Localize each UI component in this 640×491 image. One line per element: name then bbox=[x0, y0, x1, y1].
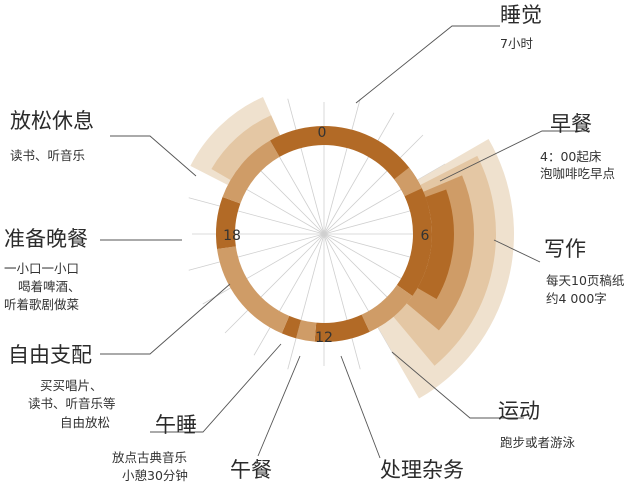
activity-title-free: 自由支配 bbox=[8, 343, 92, 367]
arc-relax-light bbox=[211, 115, 281, 180]
leader-breakfast bbox=[439, 130, 590, 182]
activity-desc-free-3: 自由放松 bbox=[60, 415, 110, 430]
spoke bbox=[202, 233, 325, 305]
arc-exercise bbox=[361, 285, 413, 332]
arc-chores bbox=[314, 314, 370, 342]
activity-desc-exercise: 跑步或者游泳 bbox=[500, 435, 576, 450]
hour-label-12: 12 bbox=[315, 330, 333, 346]
arc-writing bbox=[396, 188, 433, 296]
arc-dinner bbox=[216, 197, 241, 250]
activity-title-dinner: 准备晚餐 bbox=[4, 227, 88, 251]
activity-desc-nap-2: 小憩30分钟 bbox=[122, 468, 188, 483]
activity-desc-free-1: 买买唱片、 bbox=[40, 378, 103, 393]
spoke bbox=[287, 233, 325, 370]
leader-nap bbox=[150, 343, 282, 433]
activity-arcs bbox=[190, 96, 514, 399]
leader-exercise bbox=[391, 351, 524, 419]
activity-desc-breakfast-1: 4：00起床 bbox=[540, 149, 602, 164]
leader-chores bbox=[340, 355, 381, 459]
activity-title-chores: 处理杂务 bbox=[380, 458, 464, 482]
activity-title-exercise: 运动 bbox=[498, 399, 540, 423]
spoke bbox=[224, 233, 325, 334]
spoke bbox=[323, 233, 361, 370]
spoke bbox=[188, 233, 325, 271]
arc-nap bbox=[281, 315, 301, 339]
activity-title-nap: 午睡 bbox=[155, 413, 197, 437]
activity-title-writing: 写作 bbox=[544, 237, 586, 261]
activity-title-breakfast: 早餐 bbox=[550, 112, 592, 136]
activity-desc-dinner-2: 喝着啤酒、 bbox=[18, 279, 81, 294]
leader-sleep bbox=[355, 25, 500, 104]
leader-lunch bbox=[257, 355, 301, 457]
arc-free bbox=[217, 246, 290, 334]
activity-desc-free-2: 读书、听音乐等 bbox=[28, 396, 116, 411]
spoke bbox=[323, 98, 361, 235]
spoke bbox=[188, 197, 325, 235]
spoke bbox=[287, 98, 325, 235]
arc-breakfast bbox=[394, 167, 422, 197]
arc-sleep bbox=[270, 126, 429, 211]
spoke bbox=[323, 134, 424, 235]
activity-title-relax: 放松休息 bbox=[10, 109, 94, 133]
activity-desc-dinner-3: 听着歌剧做菜 bbox=[4, 297, 80, 312]
activity-title-sleep: 睡觉 bbox=[500, 3, 542, 27]
leader-relax bbox=[110, 135, 197, 177]
activity-desc-breakfast-2: 泡咖啡吃早点 bbox=[540, 166, 615, 181]
leader-free bbox=[100, 283, 231, 355]
activity-desc-dinner-1: 一小口一小口 bbox=[4, 261, 79, 276]
leader-lines bbox=[100, 25, 590, 459]
activity-title-lunch: 午餐 bbox=[230, 458, 272, 482]
activity-desc-nap-1: 放点古典音乐 bbox=[112, 450, 187, 465]
activity-desc-sleep: 7小时 bbox=[500, 36, 533, 51]
spoke bbox=[253, 233, 325, 356]
spoke bbox=[323, 233, 395, 356]
arc-lunch bbox=[296, 319, 317, 342]
hour-label-18: 18 bbox=[223, 228, 241, 244]
activity-desc-relax: 读书、听音乐 bbox=[10, 148, 85, 163]
spoke bbox=[323, 112, 395, 235]
arc-relax bbox=[222, 140, 280, 204]
leader-writing bbox=[493, 239, 541, 263]
hour-label-6: 6 bbox=[421, 228, 430, 244]
arc-writing-dark bbox=[417, 189, 454, 299]
activity-desc-writing-2: 约4 000字 bbox=[546, 291, 607, 306]
hour-label-0: 0 bbox=[318, 125, 327, 141]
activity-desc-writing-1: 每天10页稿纸 bbox=[546, 273, 625, 288]
